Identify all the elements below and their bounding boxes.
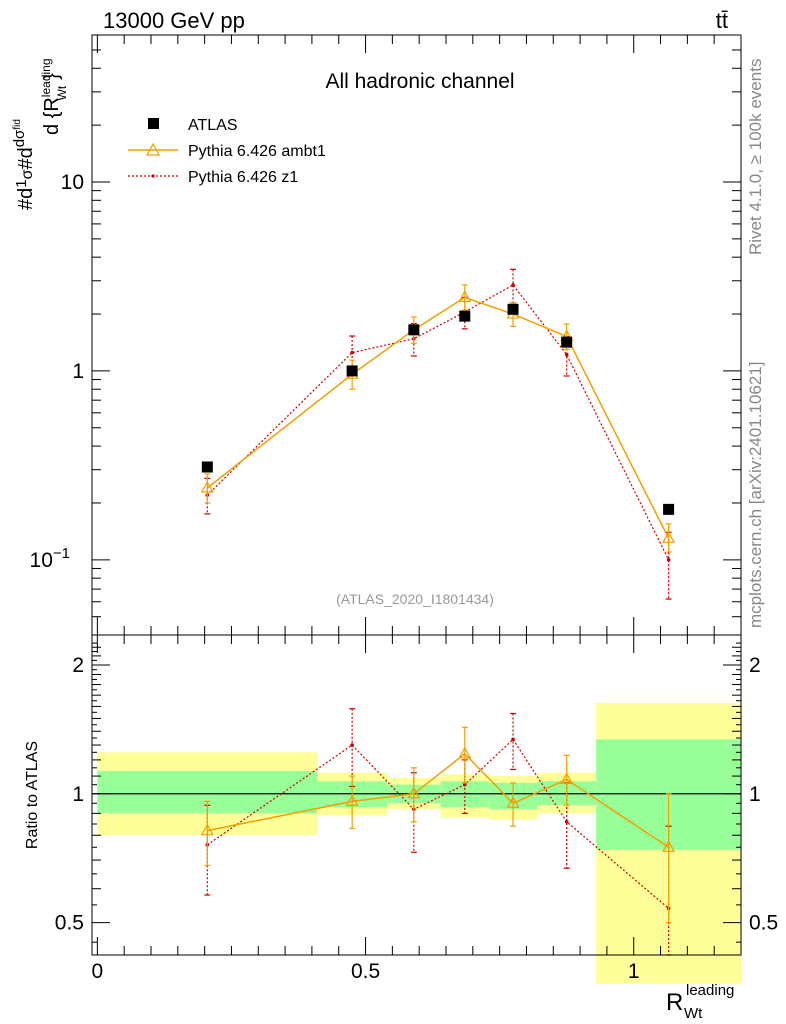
ratio-ambt1-point-4	[506, 796, 520, 808]
collision-label: 13000 GeV pp	[103, 8, 245, 33]
atlas-point-0	[201, 461, 213, 473]
z1-line	[206, 284, 670, 561]
main-panel-data	[200, 268, 676, 600]
x-tick-label: 0.5	[351, 960, 380, 983]
ratio-y-tick-label-right: 1	[749, 783, 761, 806]
main-y-axis-label: #d1σ#ddσfid d {Rleading Wt}	[11, 58, 69, 210]
rivet-label: Rivet 4.1.0, ≥ 100k events	[746, 59, 765, 255]
x-tick-label: 1	[628, 960, 640, 983]
atlas-point-2	[408, 324, 420, 336]
legend-z1-marker	[151, 174, 155, 178]
z1-point-4	[511, 283, 515, 287]
svg-text:leading: leading	[686, 982, 734, 999]
x-axis-ticks: 0 0.5 1	[92, 35, 742, 983]
svg-text:R: R	[666, 989, 683, 1016]
ratio-y-tick-label: 0.5	[55, 912, 84, 935]
legend-ambt1-label: Pythia 6.426 ambt1	[188, 143, 326, 160]
ambt1-point-6	[662, 531, 676, 543]
svg-text:#d1σ#ddσfid: #d1σ#ddσfid	[11, 119, 37, 210]
main-y-tick-label: 10−1	[30, 545, 70, 572]
x-axis-label: R leading Wt	[666, 982, 734, 1022]
ratio-ambt1-point-6	[662, 840, 676, 852]
ratio-z1-point-4	[511, 737, 515, 742]
atlas-point-4	[507, 303, 519, 315]
z1-point-6	[666, 558, 671, 562]
ambt1-point-0	[200, 480, 214, 493]
x-tick-label: 0	[92, 960, 104, 983]
ratio-z1-point-5	[564, 820, 569, 824]
ratio-ambt1-point-5	[560, 772, 574, 785]
legend-ambt1-marker	[145, 142, 161, 156]
main-axis-ticks: 10 1 10−1	[30, 34, 741, 636]
ratio-y-axis-label: Ratio to ATLAS	[24, 741, 41, 849]
svg-text:Wt: Wt	[684, 1005, 703, 1022]
atlas-point-3	[459, 310, 471, 322]
atlas-point-1	[346, 365, 358, 377]
plot-title: All hadronic channel	[325, 70, 514, 93]
legend-atlas-label: ATLAS	[188, 117, 238, 134]
legend-atlas-marker	[148, 118, 159, 129]
process-label: tt̄	[716, 8, 728, 33]
main-y-tick-label: 10	[61, 171, 84, 194]
ratio-y-tick-label: 1	[72, 783, 84, 806]
atlas-point-6	[663, 503, 675, 515]
ambt1-line	[206, 296, 670, 539]
ratio-ambt1-point-3	[458, 746, 472, 759]
ratio-y-tick-label-right: 2	[749, 654, 761, 677]
atlas-point-5	[561, 336, 573, 348]
ratio-y-tick-label: 2	[72, 654, 84, 677]
ratio-z1-point-1	[350, 743, 354, 747]
ratio-panel-data	[200, 708, 676, 956]
ratio-z1-point-3	[462, 782, 467, 787]
legend: ATLAS Pythia 6.426 ambt1 Pythia 6.426 z1	[128, 117, 326, 186]
ratio-panel-bands	[92, 702, 741, 984]
ratio-ambt1-point-1	[345, 794, 359, 806]
z1-point-5	[564, 352, 569, 357]
analysis-watermark: (ATLAS_2020_I1801434)	[336, 591, 494, 607]
legend-z1-label: Pythia 6.426 z1	[188, 169, 298, 186]
ratio-panel-frame	[91, 634, 742, 956]
ratio-ambt1-point-0	[200, 823, 214, 836]
ambt1-point-3	[458, 290, 472, 302]
main-y-tick-label: 1	[72, 360, 84, 383]
ratio-ambt1-point-2	[407, 786, 421, 799]
ratio-axis-ticks: 2 2 1 1 0.5 0.5	[55, 642, 778, 943]
source-label: mcplots.cern.ch [arXiv:2401.10621]	[746, 362, 765, 628]
z1-point-1	[350, 350, 354, 355]
ratio-y-tick-label-right: 0.5	[749, 912, 778, 935]
